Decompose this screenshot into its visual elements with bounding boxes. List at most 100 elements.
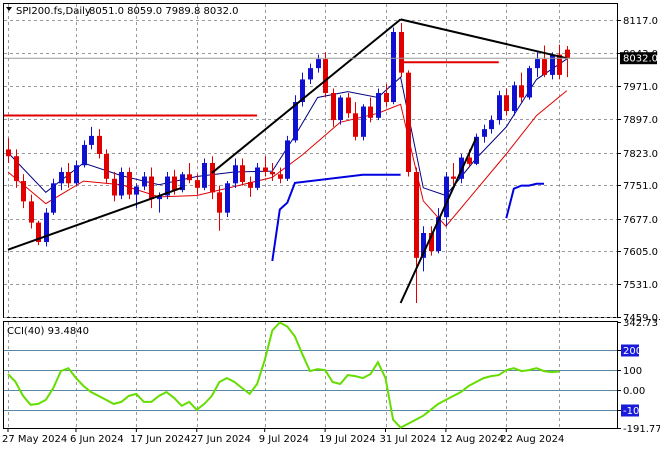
current-price-marker: 8032.0 bbox=[4, 52, 658, 65]
candle-body bbox=[323, 59, 328, 93]
candle-body bbox=[421, 232, 426, 258]
cci-tick-label: -100 bbox=[623, 406, 646, 417]
candle-body bbox=[519, 85, 524, 98]
candle-body bbox=[467, 157, 472, 164]
candle-body bbox=[202, 162, 207, 188]
cci-panel-frame bbox=[3, 321, 618, 429]
candle-body bbox=[74, 165, 79, 184]
candle-body bbox=[142, 176, 147, 187]
price-tick-label: 7897.0 bbox=[623, 115, 658, 126]
candle-body bbox=[512, 85, 517, 112]
candle-body bbox=[300, 79, 305, 103]
date-tick-label: 9 Jul 2024 bbox=[259, 434, 309, 445]
channel-line bbox=[271, 173, 401, 262]
trendline bbox=[7, 186, 182, 251]
cci-tick-label: -191.7744 bbox=[623, 424, 660, 435]
candle-body bbox=[384, 92, 389, 103]
candle-body bbox=[542, 59, 547, 75]
candle-body bbox=[353, 113, 358, 137]
candle-body bbox=[217, 192, 222, 213]
candle-body bbox=[482, 129, 487, 137]
date-tick-label: 17 Jun 2024 bbox=[130, 434, 190, 445]
price-tick-label: 7823.0 bbox=[623, 149, 658, 160]
candle-body bbox=[338, 97, 343, 121]
price-tick-label: 7677.0 bbox=[623, 215, 658, 226]
candle-body bbox=[285, 140, 290, 179]
candle-body bbox=[346, 97, 351, 114]
candle-body bbox=[6, 149, 11, 157]
candle-body bbox=[391, 32, 396, 103]
candle-body bbox=[399, 32, 404, 73]
date-tick-label: 27 May 2024 bbox=[2, 434, 67, 445]
trendline bbox=[400, 18, 567, 60]
candle-body bbox=[376, 92, 381, 118]
candle-body bbox=[127, 172, 132, 195]
channel-line bbox=[505, 182, 544, 219]
candle-body bbox=[248, 181, 253, 188]
candle-body bbox=[504, 95, 509, 112]
candle-body bbox=[255, 167, 260, 188]
cci-tick-label: 342.7377 bbox=[623, 318, 660, 329]
horizontal-levels bbox=[4, 61, 499, 117]
candle-body bbox=[263, 167, 268, 173]
chart-ohlc: 8051.0 8059.0 7989.8 8032.0 bbox=[89, 6, 239, 17]
cci-tick-label: 100 bbox=[623, 366, 642, 377]
current-price-box bbox=[620, 52, 657, 65]
date-tick-label: 6 Jun 2024 bbox=[70, 434, 124, 445]
candle-body bbox=[527, 68, 532, 98]
cci-tick-label: 0.00 bbox=[623, 386, 645, 397]
candle-body bbox=[59, 172, 64, 184]
candle-body bbox=[82, 144, 87, 166]
current-price-label: 8032.0 bbox=[623, 54, 658, 65]
price-axis: 8117.08043.07971.07897.07823.07751.07677… bbox=[617, 16, 658, 324]
candle-body bbox=[293, 102, 298, 141]
candle-body bbox=[172, 176, 177, 191]
candle-body bbox=[436, 217, 441, 252]
candle-body bbox=[187, 174, 192, 181]
cci-tick-highlight bbox=[621, 344, 639, 357]
cci-tick-label: 200 bbox=[623, 346, 642, 357]
price-tick-label: 7531.0 bbox=[623, 280, 658, 291]
candle-body bbox=[112, 178, 117, 196]
trendlines bbox=[7, 18, 567, 304]
candle-body bbox=[270, 172, 275, 175]
candle-body bbox=[406, 72, 411, 173]
candle-body bbox=[565, 49, 570, 59]
candle-body bbox=[497, 95, 502, 121]
candle-body bbox=[316, 59, 321, 69]
candle-body bbox=[51, 183, 56, 213]
price-tick-label: 7459.0 bbox=[623, 313, 658, 324]
candle-body bbox=[165, 176, 170, 196]
date-tick-label: 22 Aug 2024 bbox=[500, 434, 564, 445]
date-axis: 27 May 2024 6 Jun 2024 17 Jun 2024 27 Jun 2… bbox=[2, 428, 564, 445]
price-tick-label: 7971.0 bbox=[623, 82, 658, 93]
candle-body bbox=[451, 176, 456, 179]
cci-tick-highlight bbox=[621, 404, 639, 417]
candle-body bbox=[233, 165, 238, 184]
cci-label: CCI(40) 93.4840 bbox=[7, 326, 89, 337]
candle-body bbox=[489, 120, 494, 130]
candle-body bbox=[21, 181, 26, 202]
candle-body bbox=[368, 106, 373, 118]
candle-body bbox=[104, 153, 109, 179]
candle-body bbox=[429, 232, 434, 252]
candle-body bbox=[557, 54, 562, 75]
candle-body bbox=[474, 136, 479, 164]
candle-body bbox=[134, 186, 139, 195]
candle-body bbox=[444, 176, 449, 218]
candle-body bbox=[180, 174, 185, 191]
candle-body bbox=[240, 165, 245, 182]
candle-body bbox=[149, 176, 154, 200]
candle-body bbox=[44, 212, 49, 243]
price-tick-label: 8117.0 bbox=[623, 16, 658, 27]
date-tick-label: 19 Jul 2024 bbox=[319, 434, 376, 445]
candle-body bbox=[14, 156, 19, 182]
candle-body bbox=[361, 106, 366, 137]
cci-line bbox=[7, 321, 560, 429]
collapse-triangle-icon[interactable] bbox=[6, 7, 12, 11]
candle-body bbox=[36, 222, 41, 243]
candle-body bbox=[414, 172, 419, 258]
candle-body bbox=[278, 174, 283, 179]
